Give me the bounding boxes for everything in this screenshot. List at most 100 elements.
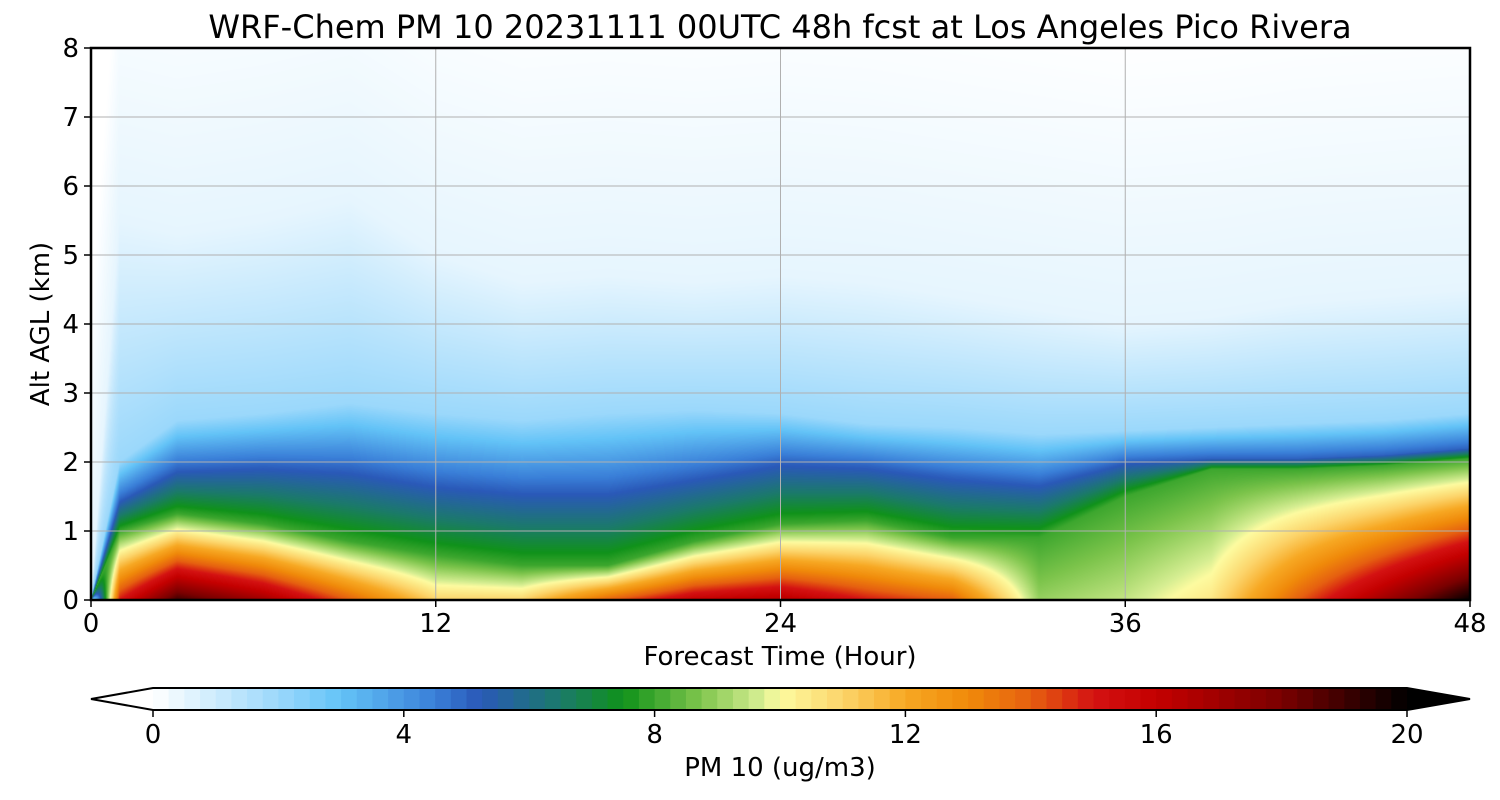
colorbar-segment <box>1187 688 1204 710</box>
y-axis-ticks: 0 1 2 3 4 5 6 7 8 <box>62 34 91 616</box>
y-tick-label: 2 <box>62 448 79 478</box>
x-axis-ticks: 0 12 24 36 48 <box>83 600 1487 639</box>
colorbar-segment <box>278 688 295 710</box>
colorbar-segment <box>560 688 577 710</box>
colorbar-segment <box>999 688 1016 710</box>
colorbar-segment <box>294 688 311 710</box>
colorbar-segment <box>419 688 436 710</box>
colorbar-segment <box>858 688 875 710</box>
colorbar-segment <box>983 688 1001 710</box>
colorbar-segment <box>1171 688 1189 710</box>
colorbar-segment <box>168 688 185 710</box>
y-tick-label: 8 <box>62 34 79 64</box>
colorbar-segment <box>403 688 421 710</box>
colorbar-segment <box>811 688 828 710</box>
colorbar-segment <box>874 688 891 710</box>
colorbar-tick-label: 20 <box>1390 720 1423 750</box>
colorbar-tick-label: 4 <box>396 720 413 750</box>
colorbar-segment <box>968 688 985 710</box>
colorbar-segment <box>623 688 640 710</box>
colorbar-segment <box>670 688 687 710</box>
colorbar-segment <box>513 688 530 710</box>
colorbar-segment <box>372 688 389 710</box>
colorbar-tick-label: 16 <box>1140 720 1173 750</box>
colorbar-segment <box>827 688 844 710</box>
colorbar-segment <box>184 688 201 710</box>
colorbar-tick-label: 12 <box>889 720 922 750</box>
colorbar-segment <box>1030 688 1048 710</box>
colorbar-segment <box>341 688 358 710</box>
colorbar-segment <box>1234 688 1251 710</box>
y-tick-label: 7 <box>62 103 79 133</box>
colorbar-segment <box>1140 688 1157 710</box>
colorbar-segment <box>1375 688 1392 710</box>
colorbar-segment <box>952 688 969 710</box>
colorbar-segment <box>356 688 374 710</box>
colorbar-segment <box>1093 688 1110 710</box>
colorbar-segment <box>529 688 546 710</box>
colorbar-segment <box>544 688 562 710</box>
colorbar-segment <box>1218 688 1236 710</box>
colorbar-segment <box>497 688 515 710</box>
colorbar-segment <box>388 688 405 710</box>
colorbar-segment <box>1077 688 1095 710</box>
y-tick-label: 6 <box>62 172 79 202</box>
colorbar-segment <box>1265 688 1283 710</box>
colorbar-segment <box>1281 688 1298 710</box>
colorbar-segment <box>701 688 718 710</box>
colorbar-segment <box>153 688 170 710</box>
colorbar-segment <box>685 688 703 710</box>
y-tick-label: 0 <box>62 586 79 616</box>
colorbar-segment <box>576 688 593 710</box>
colorbar-segment <box>1062 688 1079 710</box>
colorbar-segment <box>247 688 264 710</box>
colorbar-segment <box>450 688 468 710</box>
y-tick-label: 5 <box>62 241 79 271</box>
colorbar-segment <box>1312 688 1330 710</box>
colorbar-segment <box>732 688 750 710</box>
x-tick-label: 36 <box>1109 609 1142 639</box>
colorbar-tick-label: 8 <box>646 720 663 750</box>
colorbar-segment <box>936 688 954 710</box>
colorbar-extend-min <box>91 688 153 710</box>
colorbar-segment <box>889 688 906 710</box>
colorbar-segment <box>1344 688 1361 710</box>
colorbar-segment <box>200 688 217 710</box>
colorbar-segment <box>764 688 781 710</box>
colorbar-segment <box>1391 688 1408 710</box>
colorbar-segment <box>1203 688 1220 710</box>
colorbar-segment <box>1015 688 1032 710</box>
colorbar-tick-label: 0 <box>145 720 162 750</box>
colorbar-segment <box>748 688 765 710</box>
y-tick-label: 3 <box>62 379 79 409</box>
colorbar-segment <box>842 688 859 710</box>
colorbar-segment <box>1297 688 1314 710</box>
y-axis-label: Alt AGL (km) <box>26 242 56 406</box>
x-tick-label: 48 <box>1453 609 1486 639</box>
colorbar-segment <box>1124 688 1142 710</box>
colorbar-segment <box>466 688 483 710</box>
colorbar-segment <box>435 688 452 710</box>
colorbar-extend-max <box>1407 688 1470 710</box>
colorbar-segment <box>591 688 609 710</box>
x-tick-label: 0 <box>83 609 100 639</box>
colorbar-segment <box>262 688 279 710</box>
colorbar-segment <box>1250 688 1267 710</box>
colorbar-segment <box>717 688 734 710</box>
x-tick-label: 24 <box>764 609 797 639</box>
colorbar-segment <box>215 688 232 710</box>
colorbar-segment <box>309 688 327 710</box>
colorbar-segment <box>780 688 797 710</box>
colorbar-segment <box>905 688 922 710</box>
x-axis-label: Forecast Time (Hour) <box>643 642 916 672</box>
colorbar-segment <box>1359 688 1377 710</box>
colorbar-segment <box>654 688 671 710</box>
colorbar-segment <box>1046 688 1063 710</box>
y-tick-label: 1 <box>62 517 79 547</box>
colorbar-segment <box>921 688 938 710</box>
colorbar-segment <box>795 688 812 710</box>
colorbar-segment <box>638 688 656 710</box>
colorbar-segment <box>482 688 499 710</box>
colorbar-segment <box>1109 688 1126 710</box>
